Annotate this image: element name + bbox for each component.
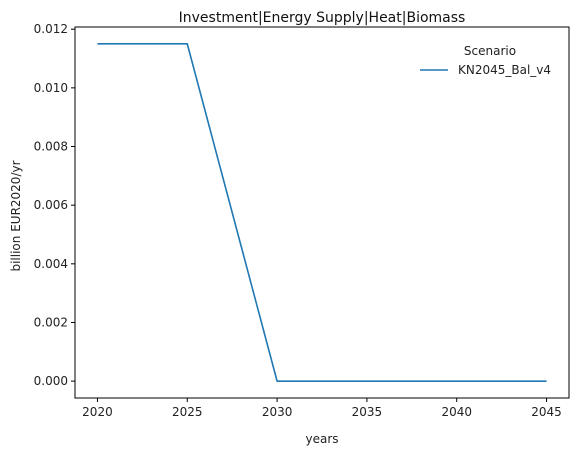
- x-axis: 2020 2025 2030 2035 2040 2045: [82, 398, 562, 419]
- x-tick-label: 2030: [262, 405, 293, 419]
- legend: Scenario KN2045_Bal_v4: [420, 44, 551, 77]
- legend-label: KN2045_Bal_v4: [458, 63, 551, 77]
- x-tick-label: 2025: [172, 405, 203, 419]
- chart-title: Investment|Energy Supply|Heat|Biomass: [179, 10, 466, 26]
- series-line-KN2045_Bal_v4: [97, 43, 547, 382]
- x-tick-label: 2045: [531, 405, 562, 419]
- plot-frame: [74, 26, 570, 399]
- plot-series: [97, 43, 547, 382]
- y-tick-label: 0.002: [34, 315, 68, 329]
- y-tick-label: 0.012: [34, 22, 68, 36]
- x-tick-label: 2040: [441, 405, 472, 419]
- y-tick-label: 0.004: [34, 257, 68, 271]
- y-axis-title: billion EUR2020/yr: [9, 160, 23, 271]
- y-tick-label: 0.010: [34, 81, 68, 95]
- legend-title: Scenario: [464, 44, 516, 58]
- y-tick-label: 0.000: [34, 374, 68, 388]
- x-tick-label: 2035: [352, 405, 383, 419]
- x-tick-label: 2020: [82, 405, 113, 419]
- x-axis-title: years: [305, 432, 338, 446]
- y-tick-label: 0.008: [34, 140, 68, 154]
- y-tick-label: 0.006: [34, 198, 68, 212]
- y-axis: 0.000 0.002 0.004 0.006 0.008 0.010 0.012: [34, 22, 75, 388]
